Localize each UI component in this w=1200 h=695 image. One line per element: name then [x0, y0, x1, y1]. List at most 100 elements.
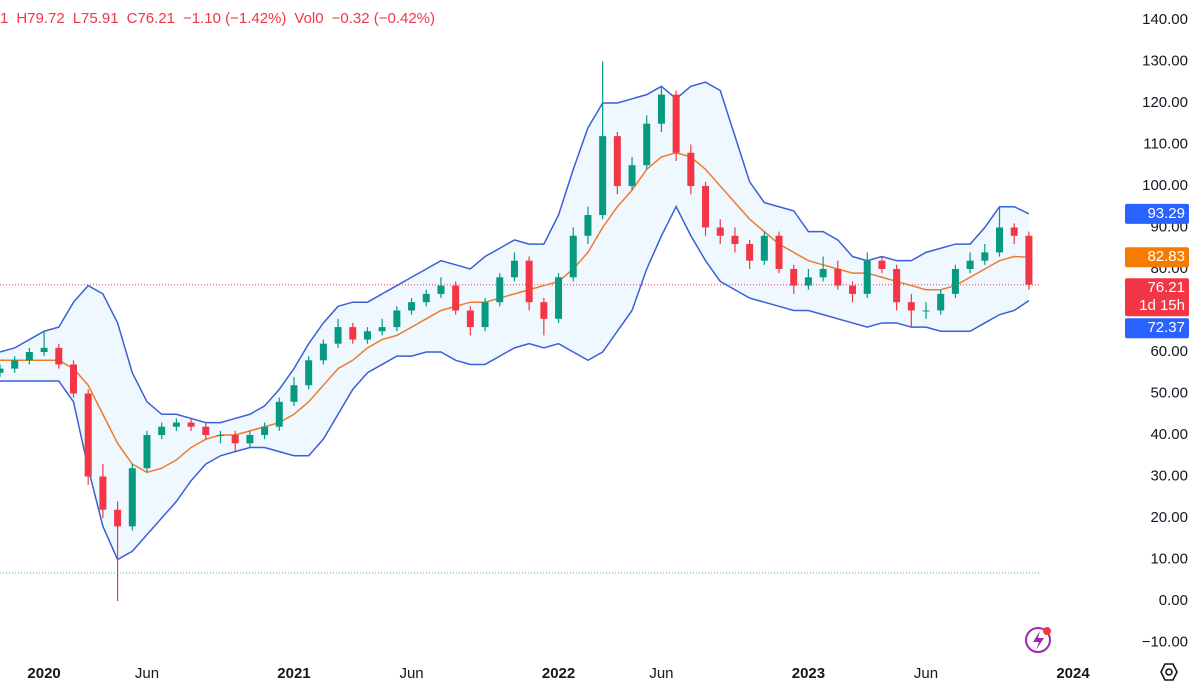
price-tag-label: 82.83 — [1147, 248, 1185, 265]
header-item: −0.32 (−0.42%) — [332, 10, 435, 27]
y-tick-label: 130.00 — [1142, 52, 1188, 69]
settings-icon[interactable] — [1160, 663, 1178, 681]
band-fill — [0, 82, 1029, 560]
candle-body — [569, 235, 577, 278]
candle-body — [393, 310, 401, 328]
candle-body — [408, 302, 416, 311]
band-line — [0, 205, 1030, 561]
candle-body — [261, 426, 269, 436]
candle-body — [334, 327, 342, 344]
price-tag-label: 93.29 — [1147, 205, 1185, 222]
y-tick-label: 40.00 — [1150, 426, 1188, 443]
x-tick-label: Jun — [399, 665, 423, 682]
candle-body — [672, 94, 680, 153]
price-tag — [1125, 247, 1189, 268]
x-tick-label: Jun — [649, 665, 673, 682]
candle-body — [99, 476, 107, 510]
y-tick-label: 110.00 — [1143, 135, 1188, 152]
price-tag — [1125, 203, 1189, 224]
candle-body — [540, 302, 548, 319]
candle-body — [202, 426, 210, 436]
candle-body — [746, 244, 754, 261]
price-tag-label: 72.37 — [1147, 319, 1185, 336]
candle-body — [716, 227, 724, 236]
header-item: Vol0 — [294, 10, 323, 27]
candle-body — [231, 435, 239, 444]
candle-body — [275, 401, 283, 427]
candle-body — [657, 94, 665, 124]
x-tick-label: 2020 — [27, 665, 60, 682]
candle-body — [584, 215, 592, 236]
price-tag-label: 76.21 — [1147, 279, 1185, 296]
candle-body — [128, 468, 136, 527]
candle-body — [452, 285, 460, 311]
y-tick-label: 30.00 — [1150, 467, 1188, 484]
candle-body — [775, 235, 783, 269]
y-tick-label: 140.00 — [1142, 11, 1188, 28]
candle-body — [628, 165, 636, 186]
x-tick-label: 2022 — [542, 665, 575, 682]
candle-body — [25, 352, 33, 361]
candle-body — [11, 360, 19, 369]
candle-body — [319, 343, 327, 361]
candle-body — [937, 293, 945, 311]
candle-body — [731, 235, 739, 245]
candle-body — [172, 422, 180, 427]
candle-body — [702, 185, 710, 228]
candle-body — [422, 293, 430, 303]
candle-body — [466, 310, 474, 328]
x-tick-label: 2021 — [277, 665, 310, 682]
y-tick-label: 100.00 — [1142, 177, 1188, 194]
candle-body — [996, 227, 1004, 253]
candle-body — [922, 310, 930, 312]
band-line — [0, 151, 1029, 474]
candle-body — [114, 509, 122, 527]
candle-body — [40, 347, 48, 352]
candle-body — [510, 260, 518, 278]
candle-body — [55, 347, 63, 365]
x-tick-label: Jun — [914, 665, 938, 682]
candle-body — [378, 327, 386, 332]
x-tick-label: 2023 — [792, 665, 825, 682]
candle-body — [599, 136, 607, 216]
plot-area — [0, 61, 1040, 602]
candle-body — [1025, 235, 1033, 285]
candle-body — [966, 260, 974, 269]
price-tag — [1125, 278, 1189, 317]
candle-body — [1010, 227, 1018, 236]
header-item: −1.10 (−1.42%) — [183, 10, 286, 27]
candle-body — [878, 260, 886, 269]
header-item: H79.72 — [16, 10, 64, 27]
candle-body — [216, 435, 224, 437]
y-tick-label: 10.00 — [1150, 551, 1188, 568]
candle-body — [363, 331, 371, 340]
y-tick-label: 50.00 — [1150, 384, 1188, 401]
y-tick-label: 20.00 — [1150, 509, 1188, 526]
lightning-icon[interactable] — [1025, 627, 1051, 653]
candle-body — [790, 268, 798, 286]
x-tick-label: Jun — [135, 665, 159, 682]
y-tick-label: −10.00 — [1142, 634, 1188, 651]
candle-body — [804, 277, 812, 286]
candle-body — [187, 422, 195, 427]
y-tick-label: 60.00 — [1150, 343, 1188, 360]
candle-body — [481, 302, 489, 328]
candle-body — [290, 385, 298, 402]
candle-body — [555, 277, 563, 319]
candle-body — [158, 426, 166, 436]
candle-body — [69, 364, 77, 394]
candle-body — [760, 235, 768, 261]
candle-body — [981, 252, 989, 261]
header-item: L75.91 — [73, 10, 119, 27]
candle-body — [687, 152, 695, 186]
candle-body — [849, 285, 857, 294]
candle-body — [349, 327, 357, 340]
candle-body — [643, 123, 651, 166]
candle-body — [907, 302, 915, 311]
candle-body — [496, 277, 504, 303]
x-tick-label: 2024 — [1056, 665, 1090, 682]
y-tick-label: 120.00 — [1142, 94, 1188, 111]
candle-body — [246, 435, 254, 444]
candle-body — [143, 435, 151, 469]
